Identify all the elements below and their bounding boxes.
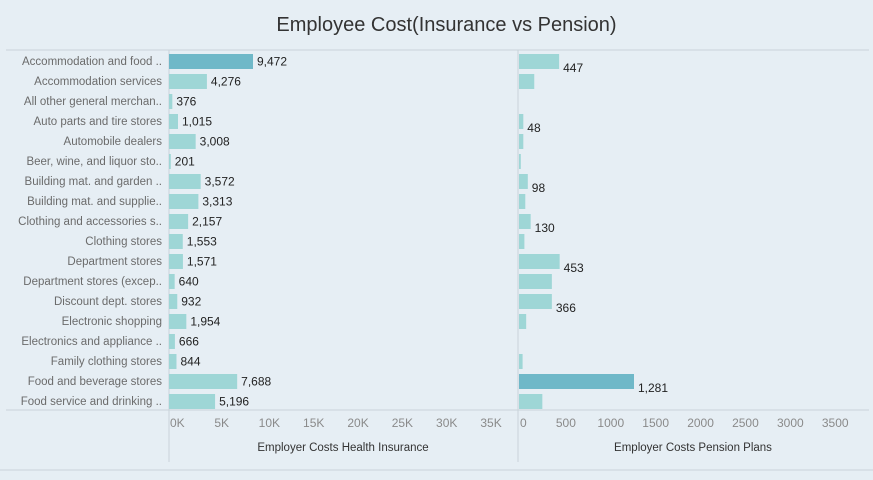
insurance-value-label: 3,572 xyxy=(205,175,235,189)
insurance-value-label: 3,313 xyxy=(202,195,232,209)
pension-axis-tick: 0 xyxy=(520,416,527,430)
insurance-axis-tick: 25K xyxy=(392,416,413,430)
pension-value-label: 366 xyxy=(556,301,576,315)
insurance-bar xyxy=(169,394,216,409)
insurance-bar xyxy=(169,354,177,369)
insurance-bar xyxy=(169,94,173,109)
insurance-axis-title: Employer Costs Health Insurance xyxy=(257,442,428,454)
insurance-value-label: 3,008 xyxy=(200,135,230,149)
insurance-value-label: 1,571 xyxy=(187,255,217,269)
pension-bar xyxy=(519,74,535,89)
category-label: Family clothing stores xyxy=(51,356,162,368)
insurance-axis-tick: 0K xyxy=(170,416,185,430)
category-label: Beer, wine, and liquor sto.. xyxy=(26,156,162,168)
insurance-axis-tick: 35K xyxy=(480,416,501,430)
insurance-value-label: 1,553 xyxy=(187,235,217,249)
category-label: Discount dept. stores xyxy=(54,296,162,308)
pension-axis-tick: 2000 xyxy=(687,416,714,430)
pension-bar xyxy=(519,214,531,229)
pension-bar xyxy=(519,234,525,249)
category-label: Building mat. and garden .. xyxy=(25,176,162,188)
insurance-value-label: 932 xyxy=(181,295,201,309)
insurance-value-label: 376 xyxy=(176,95,196,109)
insurance-axis-tick: 20K xyxy=(347,416,368,430)
insurance-axis-tick: 15K xyxy=(303,416,324,430)
pension-axis-tick: 1500 xyxy=(642,416,669,430)
pension-bar xyxy=(519,194,526,209)
pension-axis-tick: 3000 xyxy=(777,416,804,430)
insurance-value-label: 7,688 xyxy=(241,375,271,389)
category-label: Automobile dealers xyxy=(64,136,163,148)
insurance-value-label: 9,472 xyxy=(257,55,287,69)
pension-bar xyxy=(519,254,560,269)
pension-axis-tick: 2500 xyxy=(732,416,759,430)
pension-bar xyxy=(519,54,560,69)
insurance-bar xyxy=(169,114,179,129)
insurance-value-label: 2,157 xyxy=(192,215,222,229)
insurance-axis-tick: 30K xyxy=(436,416,457,430)
insurance-value-label: 4,276 xyxy=(211,75,241,89)
insurance-bar xyxy=(169,254,183,269)
insurance-bar xyxy=(169,374,238,389)
pension-bar xyxy=(519,394,543,409)
insurance-bar xyxy=(169,294,178,309)
insurance-bar xyxy=(169,194,199,209)
category-label: Food and beverage stores xyxy=(28,376,163,388)
insurance-bar xyxy=(169,314,187,329)
insurance-bar xyxy=(169,274,175,289)
chart-title: Employee Cost(Insurance vs Pension) xyxy=(276,14,617,36)
category-label: All other general merchan.. xyxy=(24,96,162,108)
pension-bar xyxy=(519,314,527,329)
category-label: Auto parts and tire stores xyxy=(34,116,163,128)
insurance-bar xyxy=(169,74,207,89)
pension-axis-tick: 1000 xyxy=(597,416,624,430)
pension-bar xyxy=(519,374,634,389)
pension-bar xyxy=(519,274,552,289)
insurance-value-label: 1,015 xyxy=(182,115,212,129)
category-label: Accommodation and food .. xyxy=(22,56,162,68)
insurance-value-label: 844 xyxy=(180,355,200,369)
category-label: Electronics and appliance .. xyxy=(21,336,162,348)
insurance-bar xyxy=(169,334,175,349)
pension-value-label: 130 xyxy=(535,221,555,235)
insurance-bar xyxy=(169,154,171,169)
category-label: Accommodation services xyxy=(34,76,162,88)
pension-bar xyxy=(519,294,552,309)
pension-axis-tick: 3500 xyxy=(822,416,849,430)
category-label: Department stores xyxy=(67,256,162,268)
pension-bar xyxy=(519,134,524,149)
category-label: Department stores (excep.. xyxy=(23,276,162,288)
insurance-axis-tick: 5K xyxy=(214,416,229,430)
insurance-axis-tick: 10K xyxy=(259,416,280,430)
insurance-value-label: 666 xyxy=(179,335,199,349)
pension-value-label: 98 xyxy=(532,181,546,195)
insurance-value-label: 201 xyxy=(175,155,195,169)
insurance-bar xyxy=(169,234,183,249)
insurance-value-label: 5,196 xyxy=(219,395,249,409)
pension-value-label: 447 xyxy=(563,61,583,75)
category-label: Clothing stores xyxy=(85,236,162,248)
insurance-value-label: 640 xyxy=(179,275,199,289)
pension-axis-tick: 500 xyxy=(556,416,576,430)
pension-bar xyxy=(519,154,521,169)
pension-value-label: 1,281 xyxy=(638,381,668,395)
insurance-bar xyxy=(169,214,189,229)
category-label: Building mat. and supplie.. xyxy=(27,196,162,208)
pension-bar xyxy=(519,174,528,189)
pension-value-label: 453 xyxy=(564,261,584,275)
insurance-bar xyxy=(169,134,196,149)
insurance-bar xyxy=(169,174,201,189)
insurance-value-label: 1,954 xyxy=(190,315,220,329)
pension-bar xyxy=(519,114,524,129)
pension-value-label: 48 xyxy=(527,121,541,135)
insurance-bar xyxy=(169,54,253,69)
category-label: Food service and drinking .. xyxy=(21,396,162,408)
category-label: Electronic shopping xyxy=(62,316,162,328)
pension-bar xyxy=(519,354,523,369)
pension-axis-title: Employer Costs Pension Plans xyxy=(614,442,772,454)
category-label: Clothing and accessories s.. xyxy=(18,216,162,228)
